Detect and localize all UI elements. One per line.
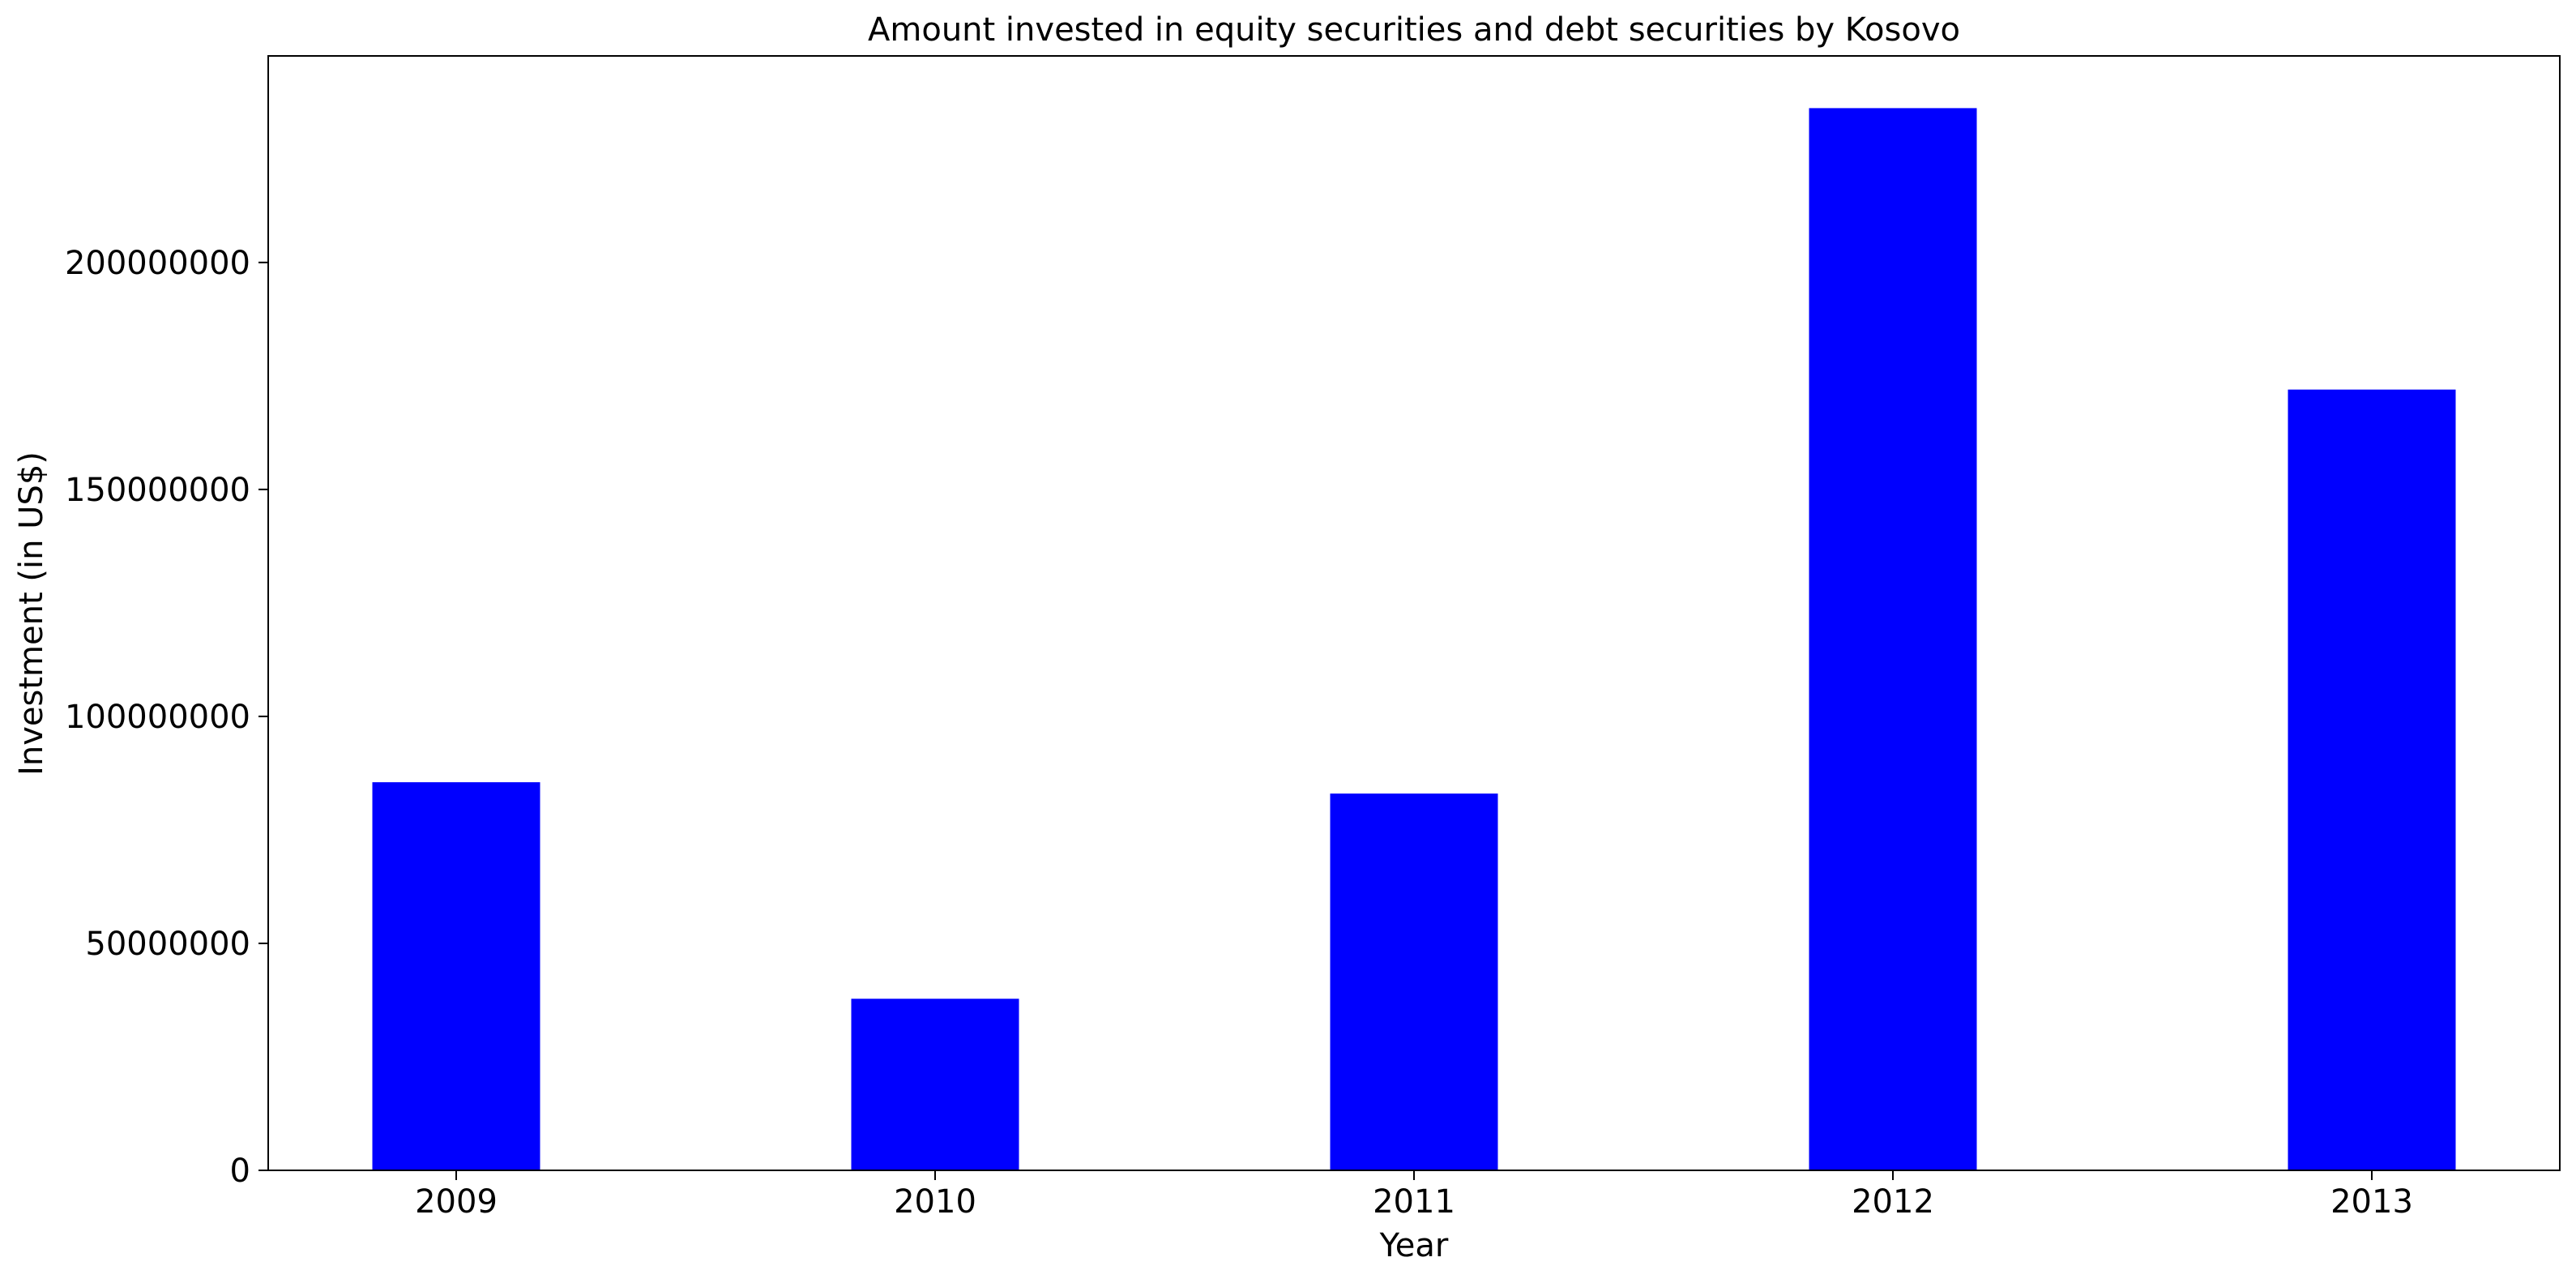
x-tick-label: 2013 (2330, 1183, 2413, 1221)
ticks-layer: 2009 2010 2011 2012 2013 0 50000000 100000000 15… (65, 245, 2413, 1221)
chart-title: Amount invested in equity securities and… (868, 11, 1960, 49)
y-tick-label: 100000000 (65, 699, 250, 736)
x-tick-label: 2012 (1852, 1183, 1934, 1221)
bar-2010 (851, 999, 1019, 1170)
bar-2009 (372, 782, 540, 1170)
bar-2013 (2288, 389, 2456, 1170)
x-tick-label: 2009 (415, 1183, 498, 1221)
y-axis-label: Investment (in US$) (13, 451, 50, 776)
x-tick-label: 2011 (1373, 1183, 1455, 1221)
y-tick-label: 150000000 (65, 472, 250, 509)
bar-2011 (1330, 793, 1498, 1170)
x-axis-label: Year (1379, 1227, 1449, 1264)
y-tick-label: 0 (230, 1153, 250, 1190)
x-tick-label: 2010 (894, 1183, 976, 1221)
bar-2012 (1809, 108, 1977, 1170)
y-tick-label: 200000000 (65, 245, 250, 282)
plot-frame (267, 55, 2561, 1171)
y-tick-label: 50000000 (85, 926, 250, 963)
bars-layer (372, 108, 2456, 1170)
